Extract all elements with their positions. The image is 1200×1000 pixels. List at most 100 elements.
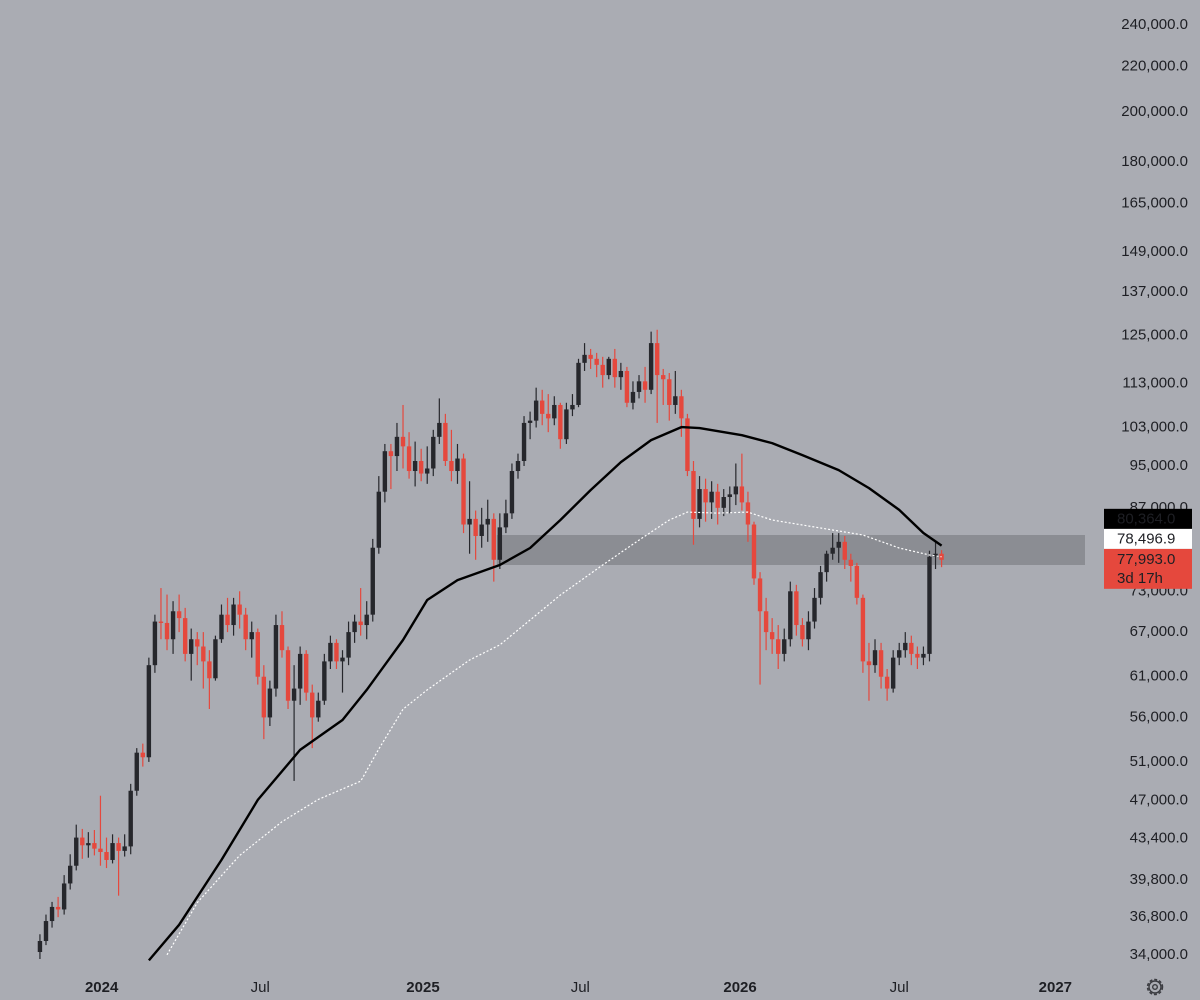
candle-body	[225, 614, 230, 626]
candle-body	[812, 597, 817, 622]
candle-body	[195, 639, 200, 647]
candle-body	[733, 486, 739, 495]
candle-body	[340, 657, 345, 662]
candle-body	[182, 618, 188, 654]
candle-body	[588, 354, 593, 359]
candle-body	[673, 396, 678, 405]
price-tag-label: 80,364.0	[1117, 510, 1175, 527]
candle-body	[370, 547, 375, 615]
moving-average-line	[147, 425, 943, 962]
candle-body	[388, 451, 394, 457]
candle-body	[285, 650, 291, 701]
candle-body	[104, 852, 109, 860]
candle-body	[279, 625, 285, 651]
candle-body	[122, 846, 127, 851]
y-tick-label: 113,000.0	[1122, 374, 1188, 391]
support-zone	[496, 535, 1085, 565]
candle-body	[842, 541, 847, 560]
candle-body	[897, 650, 902, 658]
candle-body	[558, 404, 563, 440]
candle-body	[594, 358, 599, 365]
candle-body	[697, 489, 702, 519]
candle-body	[624, 370, 630, 403]
candle-body	[703, 489, 708, 503]
candle-body	[37, 941, 43, 953]
candle-body	[128, 790, 133, 847]
y-tick-label: 51,000.0	[1130, 753, 1188, 770]
candle-body	[110, 843, 115, 860]
candle-body	[134, 752, 139, 791]
candle-body	[539, 400, 545, 414]
candle-body	[872, 650, 878, 666]
candle-body	[146, 665, 152, 758]
candle-body	[152, 621, 158, 666]
candle-body	[437, 422, 442, 437]
countdown-label: 3d 17h	[1117, 570, 1163, 587]
y-tick-label: 165,000.0	[1121, 194, 1188, 211]
price-tags: 77,993.0 3d 17h 78,496.9 80,364.0	[1104, 508, 1192, 589]
candle-body	[418, 460, 424, 474]
candle-body	[745, 502, 751, 525]
candle-body	[358, 621, 363, 626]
candle-body	[201, 646, 206, 662]
candle-body	[788, 591, 793, 640]
candle-body	[884, 676, 890, 689]
candle-body	[310, 692, 315, 718]
y-tick-label: 43,400.0	[1130, 830, 1188, 847]
candle-body	[521, 422, 527, 461]
x-tick-label: Jul	[571, 979, 590, 996]
candle-body	[328, 642, 333, 662]
candle-body	[55, 906, 61, 910]
candle-body	[533, 400, 539, 421]
x-tick-label: Jul	[890, 979, 909, 996]
candle-body	[552, 404, 557, 419]
candle-body	[691, 471, 696, 519]
candle-body	[866, 661, 872, 666]
candle-body	[576, 362, 581, 405]
candle-body	[654, 343, 660, 376]
y-tick-label: 36,800.0	[1130, 908, 1188, 925]
candle-body	[297, 653, 303, 689]
candle-body	[830, 547, 835, 554]
candle-body	[67, 865, 73, 884]
x-tick-label: 2025	[406, 979, 439, 996]
candle-body	[176, 611, 182, 619]
candle-body	[909, 642, 914, 654]
candle-body	[648, 343, 654, 390]
candle-body	[921, 653, 926, 658]
candle-body	[473, 518, 478, 536]
candle-body	[927, 556, 932, 654]
candle-body	[231, 604, 236, 626]
candle-body	[243, 614, 248, 640]
settings-icon[interactable]	[1146, 978, 1164, 996]
candle-body	[273, 625, 279, 689]
candle-body	[763, 611, 769, 633]
candle-body	[406, 446, 412, 472]
y-tick-label: 34,000.0	[1130, 946, 1188, 963]
candle-body	[443, 422, 448, 461]
x-tick-label: 2026	[723, 979, 756, 996]
candle-body	[509, 471, 515, 514]
candle-body	[854, 565, 860, 598]
y-tick-label: 137,000.0	[1121, 283, 1188, 300]
candle-body	[685, 418, 690, 472]
y-tick-label: 67,000.0	[1130, 623, 1188, 640]
candle-body	[376, 491, 382, 548]
candle-body	[818, 572, 823, 598]
candle-body	[667, 379, 672, 405]
candle-body	[800, 625, 805, 640]
candle-body	[43, 921, 49, 942]
candle-body	[527, 420, 533, 423]
candle-body	[461, 458, 466, 525]
candle-body	[824, 553, 829, 573]
y-tick-label: 149,000.0	[1121, 243, 1188, 260]
axes: 240,000.0 220,000.0 200,000.0 180,000.0 165,…	[85, 16, 1188, 996]
candle-body	[249, 632, 254, 640]
candle-body	[636, 381, 642, 392]
candle-body	[727, 494, 732, 498]
candle-body	[890, 657, 896, 689]
candle-body	[570, 404, 575, 410]
price-tag	[1104, 528, 1192, 549]
